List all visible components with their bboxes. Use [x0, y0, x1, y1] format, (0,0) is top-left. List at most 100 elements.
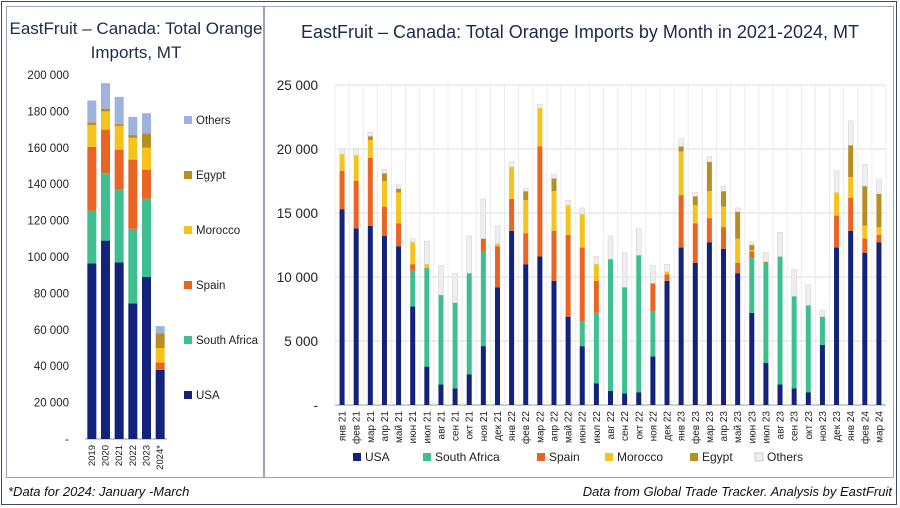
x-tick-label: июл 22	[592, 411, 603, 444]
bar-segment-spain	[142, 169, 151, 199]
annual-chart-title: EastFruit – Canada: Total Orange Imports…	[9, 19, 263, 62]
bar-segment-morocco	[834, 192, 840, 216]
x-tick-label: апр 21	[380, 411, 391, 442]
y-tick-label: 25 000	[277, 78, 318, 93]
bar-segment-usa	[678, 247, 684, 405]
bar-segment-others	[706, 156, 713, 163]
bar-segment-egypt	[848, 145, 854, 178]
bar-segment-spain	[353, 181, 359, 229]
annual-chart-panel: EastFruit – Canada: Total Orange Imports…	[6, 6, 264, 478]
bar-segment-others	[339, 148, 345, 155]
bar-segment-morocco	[692, 205, 698, 224]
bar-segment-morocco	[155, 348, 165, 363]
bar-segment-others	[607, 235, 614, 260]
x-tick-label: дек 21	[493, 411, 504, 441]
bar-segment-morocco	[87, 125, 97, 147]
bar-segment-usa	[706, 242, 712, 405]
bar-segment-egypt	[706, 161, 712, 192]
bar-segment-south-africa	[480, 251, 486, 347]
bar-segment-others	[593, 256, 600, 265]
bar-segment-spain	[509, 198, 515, 231]
bar-segment-morocco	[339, 154, 345, 171]
bar-segment-south-africa	[819, 316, 825, 345]
x-tick-label: апр 23	[719, 411, 730, 442]
bar-segment-others	[650, 265, 656, 284]
bar-segment-morocco	[523, 200, 529, 234]
x-tick-label: окт 21	[465, 411, 476, 440]
bar-segment-spain	[593, 280, 599, 313]
bar-segment-morocco	[410, 242, 416, 265]
bar-segment-spain	[537, 146, 543, 257]
bar-segment-south-africa	[114, 189, 124, 263]
bar-segment-usa	[749, 312, 755, 405]
bar-segment-spain	[862, 238, 868, 253]
bar-segment-south-africa	[452, 302, 458, 389]
bar-segment-usa	[777, 384, 783, 405]
bar-segment-egypt	[721, 191, 727, 207]
x-tick-label: фев 22	[520, 411, 532, 444]
x-tick-label: июл 23	[761, 411, 772, 444]
x-tick-label: фев 24	[859, 411, 871, 444]
legend-swatch-others	[754, 452, 764, 462]
legend-swatch-others	[184, 116, 192, 124]
bar-segment-usa	[523, 264, 529, 405]
legend-label-south-africa: South Africa	[435, 450, 500, 464]
bar-segment-others	[395, 184, 402, 189]
x-tick-label: янв 23	[677, 411, 688, 442]
bar-segment-spain	[876, 234, 882, 243]
bar-segment-others	[664, 263, 670, 273]
legend-label-egypt: Egypt	[196, 170, 226, 182]
bar-segment-morocco	[579, 214, 585, 248]
x-tick-label: июн 23	[747, 411, 758, 444]
monthly-chart-title: EastFruit – Canada: Total Orange Imports…	[301, 22, 859, 42]
bar-segment-morocco	[381, 181, 387, 207]
bar-segment-usa	[494, 287, 500, 405]
footnote-left: *Data for 2024: January -March	[8, 484, 190, 499]
bar-segment-others	[508, 161, 515, 168]
x-tick-label: апр 22	[549, 411, 560, 442]
bar-segment-south-africa	[650, 311, 656, 357]
legend-swatch-egypt	[690, 453, 698, 461]
bar-segment-south-africa	[466, 273, 472, 375]
legend-label-egypt: Egypt	[702, 450, 733, 464]
y-tick-label: 160 000	[27, 143, 69, 155]
bar-segment-others	[763, 252, 769, 262]
bar-segment-usa	[339, 209, 345, 405]
bar-segment-south-africa	[777, 256, 783, 385]
bar-segment-morocco	[678, 151, 684, 196]
bar-segment-spain	[692, 223, 698, 263]
bar-segment-spain	[410, 264, 416, 271]
legend-swatch-south-africa	[423, 453, 431, 461]
x-tick-label: сен 23	[790, 411, 801, 441]
legend-swatch-south-africa	[184, 336, 192, 344]
bar-segment-usa	[551, 280, 557, 405]
bar-segment-south-africa	[424, 268, 430, 367]
bar-segment-egypt	[763, 261, 769, 263]
bar-segment-spain	[579, 247, 585, 322]
bar-segment-others	[621, 252, 628, 288]
bar-segment-egypt	[551, 178, 557, 192]
bar-segment-egypt	[101, 108, 110, 112]
bar-segment-usa	[735, 273, 741, 405]
bar-segment-usa	[142, 277, 151, 439]
bar-segment-spain	[101, 129, 110, 174]
x-tick-label: май 21	[394, 411, 405, 443]
bar-segment-usa	[466, 374, 472, 405]
bar-segment-others	[847, 120, 854, 146]
bar-segment-usa	[353, 228, 359, 405]
bar-segment-morocco	[353, 155, 359, 181]
bar-segment-morocco	[551, 191, 557, 231]
bar-segment-others	[128, 116, 138, 136]
bar-segment-spain	[565, 234, 571, 317]
monthly-chart-panel: EastFruit – Canada: Total Orange Imports…	[264, 6, 894, 478]
bar-segment-others	[537, 103, 543, 109]
bar-segment-usa	[101, 240, 110, 439]
bar-segment-south-africa	[608, 259, 613, 391]
bar-segment-others	[678, 138, 684, 147]
bar-segment-others	[565, 199, 571, 206]
bar-segment-usa	[608, 390, 613, 405]
bar-segment-egypt	[114, 124, 124, 126]
x-tick-label: авг 23	[776, 411, 787, 440]
bar-segment-others	[142, 113, 151, 134]
